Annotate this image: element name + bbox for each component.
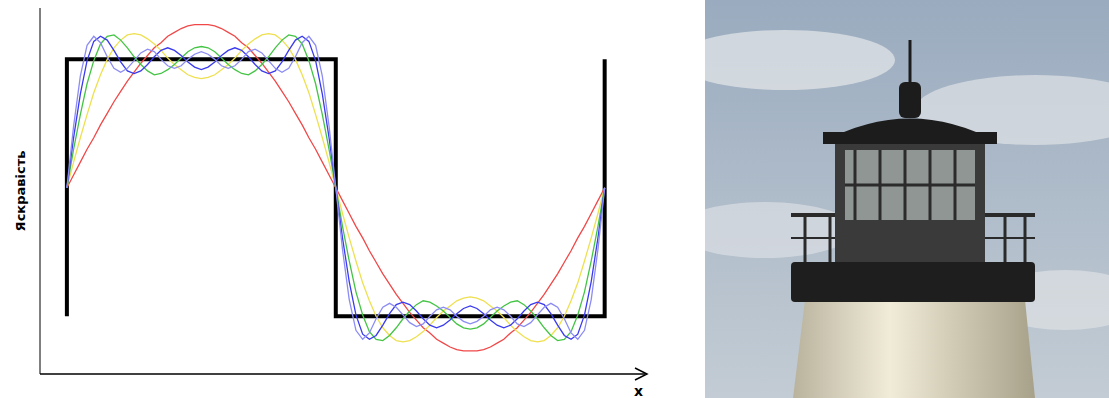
svg-text:Яскравість: Яскравість xyxy=(13,151,28,232)
svg-text:x: x xyxy=(634,383,643,398)
